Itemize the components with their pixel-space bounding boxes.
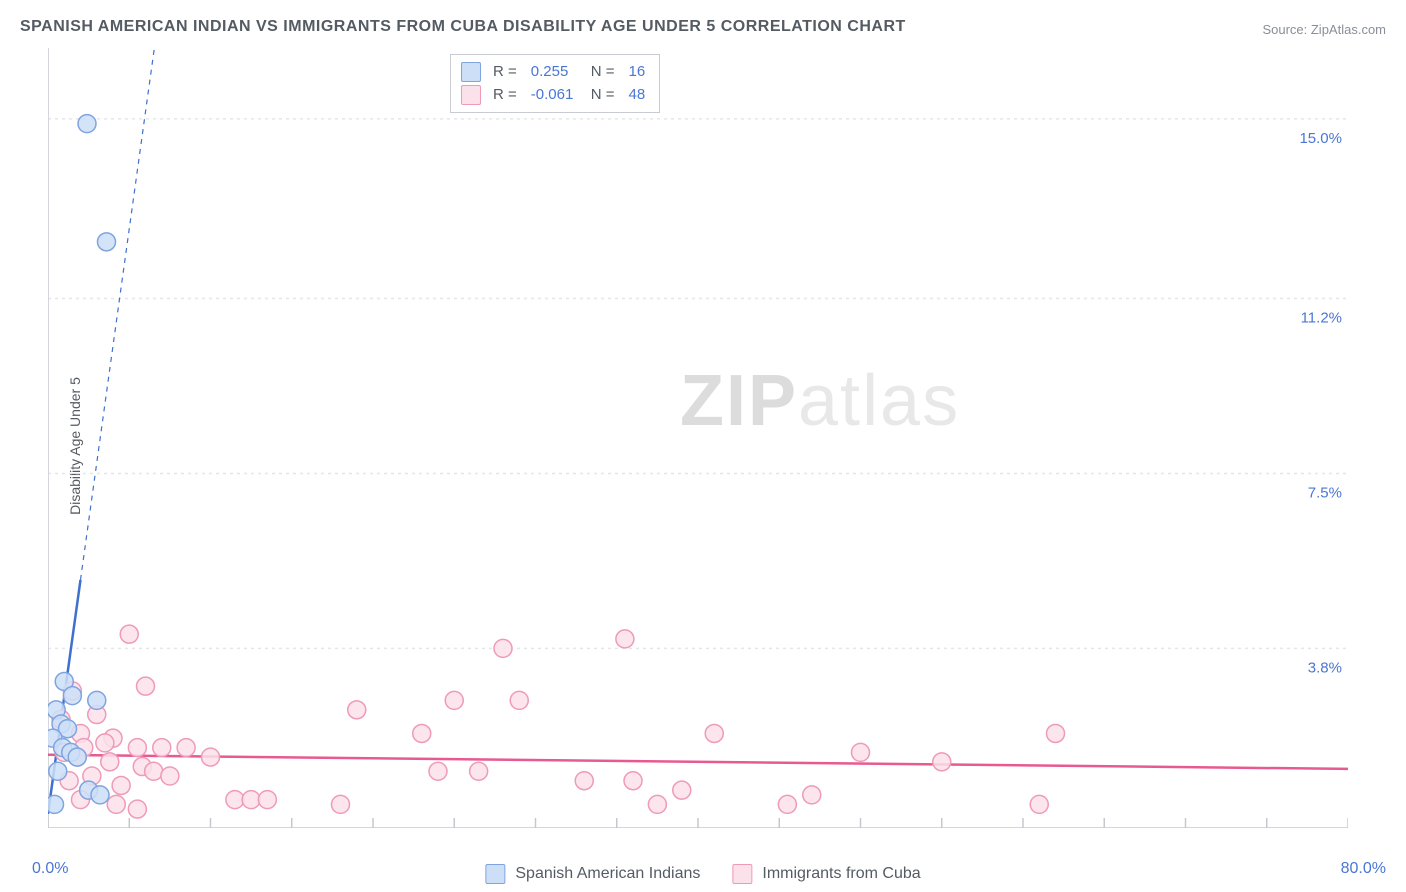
x-axis-min-label: 0.0% [32, 860, 68, 878]
stats-legend-row: R = 0.255 N = 16 [461, 61, 645, 84]
legend-swatch [485, 864, 505, 884]
legend-label: Spanish American Indians [515, 865, 700, 883]
legend-swatch [461, 85, 481, 105]
legend-item: Immigrants from Cuba [732, 864, 920, 884]
legend-n-key: N = [591, 84, 615, 107]
stats-legend-row: R = -0.061 N = 48 [461, 84, 645, 107]
legend-label: Immigrants from Cuba [762, 865, 920, 883]
legend-n-value: 48 [629, 84, 646, 107]
legend-r-key: R = [493, 84, 517, 107]
chart-title: SPANISH AMERICAN INDIAN VS IMMIGRANTS FR… [20, 18, 906, 36]
svg-text:15.0%: 15.0% [1299, 130, 1342, 147]
stats-legend: R = 0.255 N = 16 R = -0.061 N = 48 [450, 54, 660, 113]
legend-r-value: -0.061 [531, 84, 579, 107]
legend-r-key: R = [493, 61, 517, 84]
legend-item: Spanish American Indians [485, 864, 700, 884]
legend-r-value: 0.255 [531, 61, 579, 84]
legend-swatch [461, 62, 481, 82]
x-axis-max-label: 80.0% [1341, 860, 1386, 878]
legend-n-key: N = [591, 61, 615, 84]
scatter-chart: 3.8% 7.5% 11.2% 15.0% [48, 48, 1348, 828]
svg-text:11.2%: 11.2% [1301, 310, 1342, 327]
svg-text:3.8%: 3.8% [1308, 659, 1342, 676]
legend-swatch [732, 864, 752, 884]
series-legend: Spanish American Indians Immigrants from … [485, 864, 920, 884]
svg-text:7.5%: 7.5% [1308, 484, 1342, 501]
legend-n-value: 16 [629, 61, 646, 84]
source-attribution: Source: ZipAtlas.com [1262, 22, 1386, 37]
